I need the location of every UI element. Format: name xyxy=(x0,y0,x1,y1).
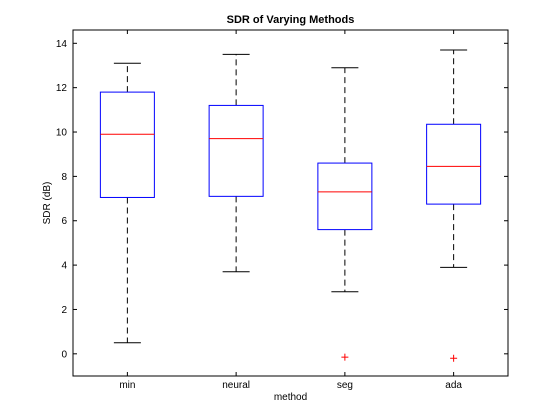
y-tick-label: 12 xyxy=(56,83,68,94)
x-tick-label: min xyxy=(119,380,135,391)
outlier-marker xyxy=(341,353,349,361)
outlier-marker xyxy=(450,354,458,362)
iqr-box xyxy=(426,123,482,205)
x-axis-label: method xyxy=(274,392,307,403)
box-min xyxy=(99,62,155,344)
y-tick-label: 10 xyxy=(56,128,68,139)
box-seg xyxy=(317,67,373,361)
x-tick-label: ada xyxy=(445,380,462,391)
y-axis-label: SDR (dB) xyxy=(42,182,53,225)
chart-title: SDR of Varying Methods xyxy=(227,14,355,26)
plot-frame xyxy=(72,29,509,377)
x-tick-label: neural xyxy=(222,380,250,391)
plot-area xyxy=(73,30,508,376)
iqr-box xyxy=(317,162,373,231)
box-neural xyxy=(208,53,264,273)
box-ada xyxy=(426,49,482,362)
y-tick-label: 2 xyxy=(61,305,67,316)
iqr-box xyxy=(208,104,264,197)
y-tick-label: 6 xyxy=(61,216,67,227)
y-tick-label: 14 xyxy=(56,39,68,50)
x-tick-label: seg xyxy=(337,380,353,391)
y-tick-label: 8 xyxy=(61,172,67,183)
y-tick-label: 4 xyxy=(61,261,67,272)
iqr-box xyxy=(99,91,155,198)
y-tick-label: 0 xyxy=(61,349,67,360)
